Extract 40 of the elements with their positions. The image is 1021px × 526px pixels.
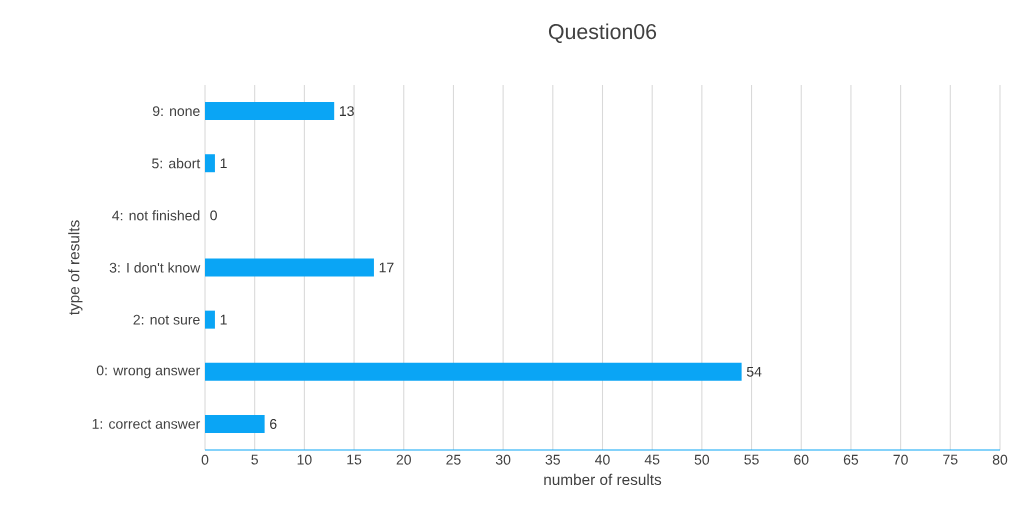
y-tick-label: 5: abort: [152, 158, 201, 169]
y-tick-label: 2: not sure: [133, 314, 200, 325]
x-tick-label: 30: [495, 454, 511, 465]
data-label: 17: [379, 262, 394, 273]
x-tick-label: 50: [694, 454, 710, 465]
x-tick-label: 15: [347, 454, 362, 465]
x-tick-label: 70: [893, 454, 908, 465]
data-label: 54: [746, 366, 762, 377]
bar: [205, 414, 265, 433]
bar: [205, 102, 335, 121]
y-tick-label: 4: not finished: [112, 210, 200, 221]
x-tick-label: 10: [297, 454, 312, 465]
bar: [205, 154, 215, 173]
bar: [205, 310, 215, 329]
x-tick-label: 75: [943, 454, 958, 465]
x-tick-label: 55: [744, 454, 759, 465]
x-tick-label: 0: [201, 454, 209, 465]
chart-title: Question06: [548, 23, 657, 43]
x-tick-label: 40: [595, 454, 610, 465]
bar: [205, 362, 742, 381]
y-tick-label: 0: wrong answer: [96, 365, 201, 379]
x-tick-label: 35: [545, 454, 560, 465]
x-tick-label: 65: [843, 454, 859, 465]
y-axis-title: type of results: [68, 220, 83, 315]
x-tick-label: 5: [251, 454, 258, 465]
data-label: 1: [220, 158, 227, 169]
y-tick-label: 1: correct answer: [92, 419, 201, 429]
x-tick-label: 45: [644, 454, 660, 465]
data-label: 6: [270, 418, 277, 429]
data-label: 0: [210, 210, 217, 221]
x-tick-label: 20: [396, 454, 411, 465]
data-label: 13: [339, 106, 354, 117]
x-tick-label: 60: [794, 454, 809, 465]
x-tick-label: 25: [446, 454, 461, 465]
x-tick-label: 80: [992, 454, 1008, 465]
x-axis-title: number of results: [544, 473, 662, 486]
y-tick-label: 3: I don't know: [109, 262, 201, 273]
y-tick-label: 9: none: [152, 106, 200, 117]
bar: [205, 258, 374, 277]
data-label: 1: [220, 314, 227, 325]
